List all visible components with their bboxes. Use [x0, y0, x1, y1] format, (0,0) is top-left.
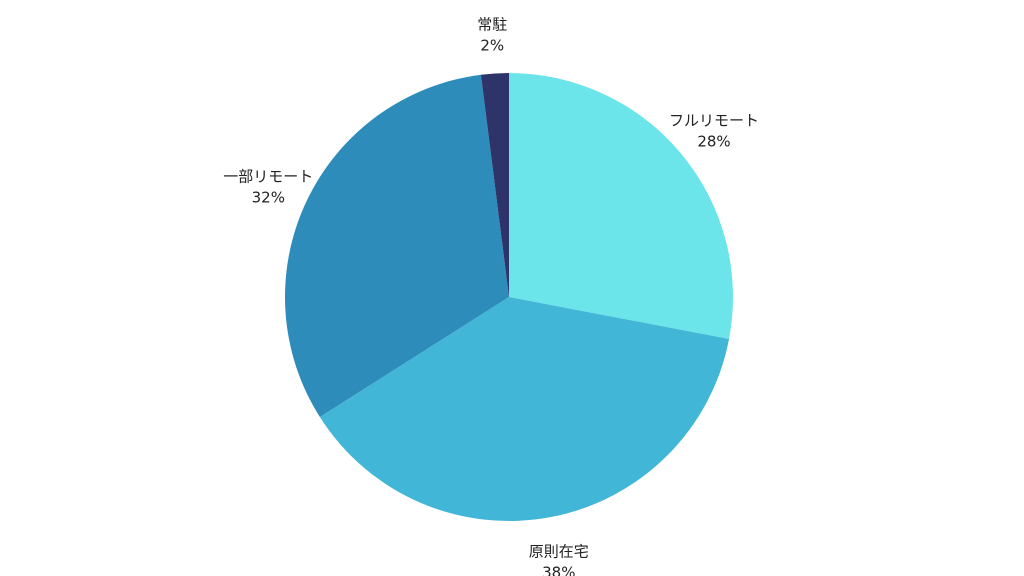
pie-labels: フルリモート 28% 原則在宅 38% 一部リモート 32% 常駐 2%: [223, 16, 759, 576]
pie-label-name-2: 一部リモート: [223, 168, 313, 186]
pie-slice-0: [509, 73, 733, 339]
pie-label-name-0: フルリモート: [669, 111, 759, 129]
pie-slice-2: [284, 74, 509, 418]
pie-label-name-3: 常駐: [477, 16, 507, 34]
pie-label-value-3: 2%: [480, 37, 504, 55]
pie-slice-1: [319, 297, 730, 522]
pie-slice-3: [480, 73, 509, 297]
pie-label-name-1: 原則在宅: [529, 542, 589, 560]
pie-slices: [284, 73, 733, 522]
pie-label-value-0: 28%: [697, 132, 730, 150]
pie-label-value-1: 38%: [542, 563, 575, 576]
pie-label-value-2: 32%: [252, 189, 285, 207]
